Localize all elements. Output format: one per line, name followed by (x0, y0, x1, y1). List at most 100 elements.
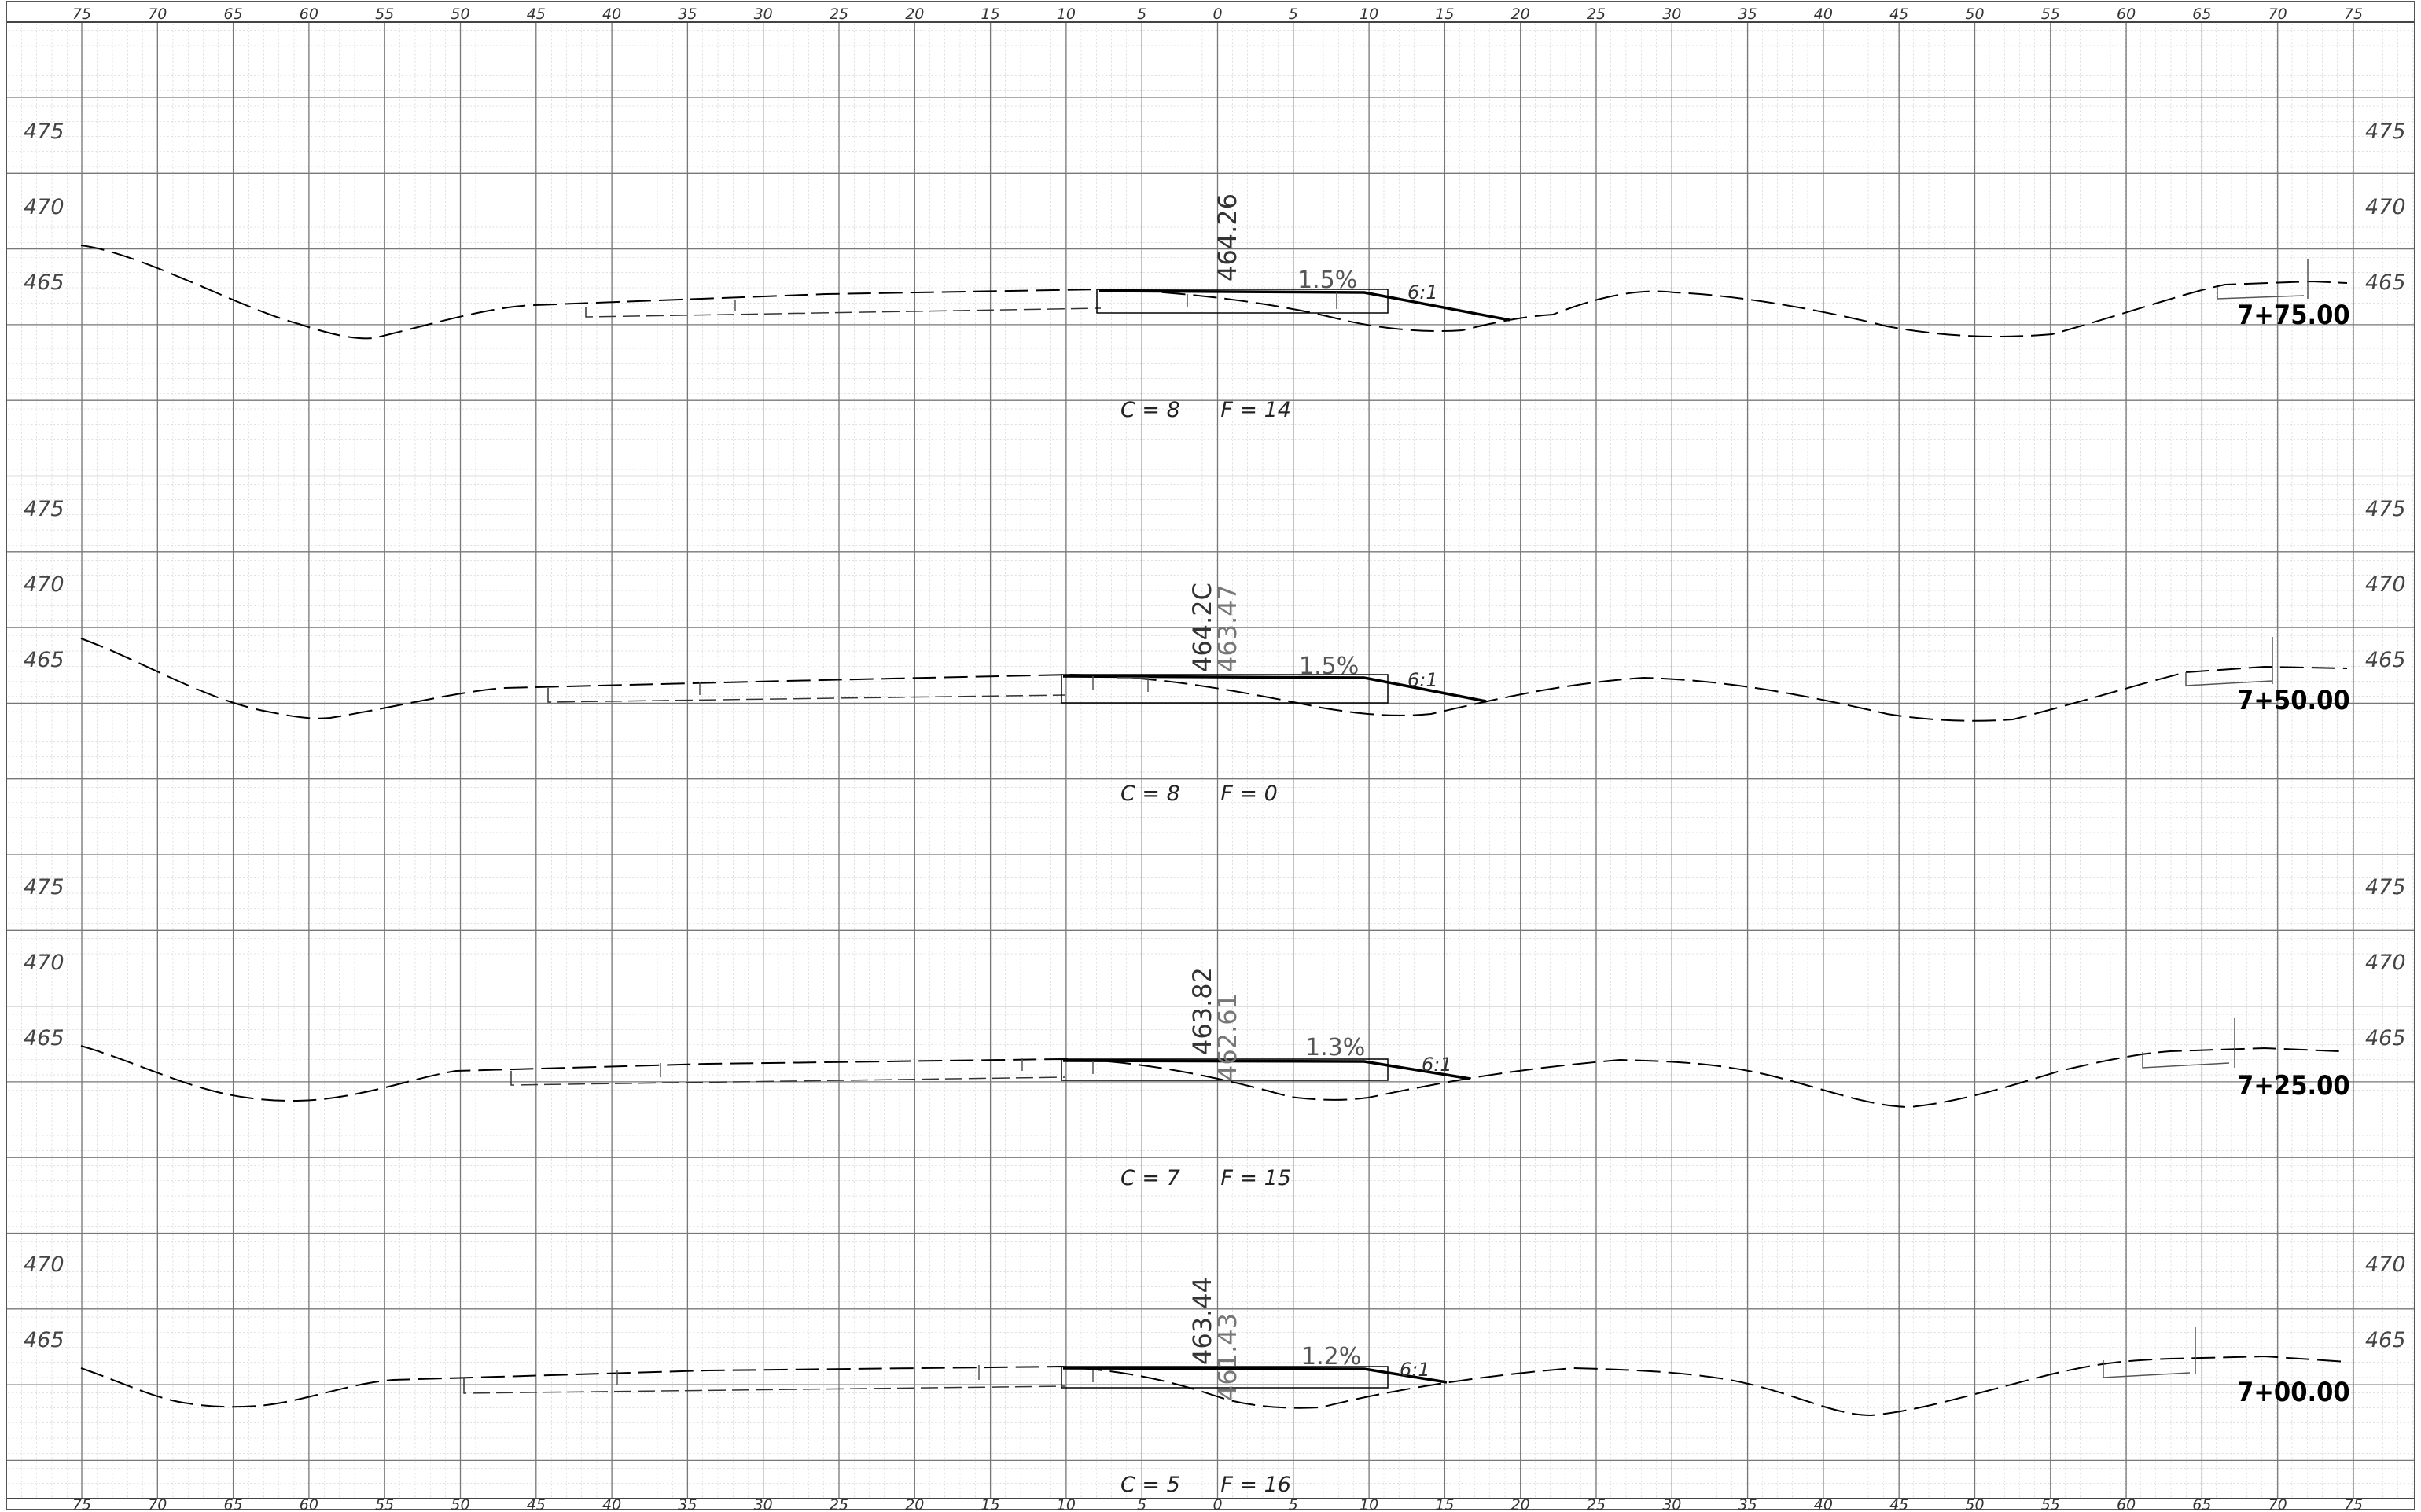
elev-label-left: 475 (24, 875, 64, 899)
offset-tick-label: 25 (1587, 6, 1606, 23)
sheet-border (6, 1, 2415, 1510)
cross-slope-text: 1.3% (1305, 1034, 1365, 1061)
elev-label-right: 475 (2365, 497, 2406, 521)
offset-tick-label: 65 (224, 1496, 243, 1512)
small-curb-marks (660, 1018, 2235, 1077)
pavement-section (1061, 674, 1389, 704)
offset-tick-label: 75 (2344, 6, 2363, 23)
offset-tick-label: 70 (148, 1496, 167, 1512)
elev-label-right: 470 (2365, 572, 2406, 597)
offset-tick-label: 50 (451, 1496, 469, 1512)
profile-elevation-text: 464.26 (1212, 193, 1242, 281)
station-label: 7+00.00 (2237, 1377, 2350, 1408)
bottom-offset-axis: 75 70 65 60 55 50 45 40 35 30 25 20 15 10 5 0 5 10 15 20 25 3… (72, 1496, 2363, 1512)
offset-tick-label: 30 (1662, 6, 1681, 23)
profile-elevation-text: 464.2C (1187, 583, 1217, 672)
cut-fill-label: C = 8 F = 14 (1120, 398, 1291, 422)
small-curb-marks (734, 259, 2309, 311)
pavement-top-line (1062, 675, 1487, 703)
offset-tick-label: 65 (2192, 1496, 2211, 1512)
elev-label-right: 470 (2365, 951, 2406, 975)
offset-tick-label: 55 (2041, 1496, 2060, 1512)
offset-tick-label: 5 (1137, 6, 1146, 23)
profile-elevation-text: 463.44 (1187, 1277, 1217, 1365)
small-curb-marks (616, 1327, 2196, 1385)
elev-label-left: 470 (24, 1253, 64, 1277)
offset-tick-label: 60 (300, 6, 318, 23)
offset-tick-label: 40 (1814, 1496, 1833, 1512)
offset-tick-label: 40 (1814, 6, 1833, 23)
elev-label-left: 465 (24, 1026, 64, 1050)
offset-tick-label: 70 (148, 6, 167, 23)
cross-slope-text: 1.2% (1301, 1343, 1361, 1370)
offset-tick-label: 75 (72, 6, 91, 23)
pavement-section (1096, 289, 1389, 314)
offset-tick-label: 35 (678, 6, 697, 23)
offset-tick-label: 25 (1587, 1496, 1606, 1512)
offset-tick-label: 0 (1212, 1496, 1222, 1512)
elev-label-left: 470 (24, 951, 64, 975)
elev-label-right: 465 (2365, 1328, 2406, 1352)
offset-tick-label: 45 (1889, 1496, 1908, 1512)
offset-tick-label: 5 (1289, 6, 1298, 23)
offset-tick-label: 35 (1738, 1496, 1757, 1512)
offset-tick-label: 40 (602, 6, 621, 23)
offset-tick-label: 65 (2192, 6, 2211, 23)
offset-tick-label: 20 (1511, 6, 1530, 23)
proposed-subgrade-line (463, 1378, 1066, 1394)
cut-fill-label: C = 7 F = 15 (1120, 1166, 1291, 1190)
offset-tick-label: 35 (1738, 6, 1757, 23)
offset-tick-label: 30 (754, 1496, 773, 1512)
offset-tick-label: 5 (1289, 1496, 1298, 1512)
cross-slope-text: 1.5% (1299, 653, 1359, 680)
section-7-75: 475 470 465 475 470 465 464.26 1.5% 6:1 … (24, 120, 2406, 422)
pavement-top-line (1098, 289, 1510, 322)
offset-tick-label: 60 (300, 1496, 318, 1512)
existing-ground-line (80, 1045, 2340, 1109)
small-curb-marks (699, 637, 2273, 695)
offset-tick-label: 45 (527, 1496, 546, 1512)
offset-tick-label: 10 (1057, 6, 1076, 23)
elev-label-right: 475 (2365, 875, 2406, 899)
offset-tick-label: 65 (224, 6, 243, 23)
existing-ground-line (80, 638, 2348, 722)
pavement-section (1061, 1366, 1389, 1389)
proposed-subgrade-line (585, 307, 1102, 318)
elev-label-left: 475 (24, 120, 64, 144)
station-label: 7+75.00 (2237, 300, 2350, 331)
cross-slope-text: 1.5% (1297, 267, 1357, 294)
elev-label-right: 470 (2365, 195, 2406, 219)
existing-elevation-text: 463.47 (1212, 584, 1242, 672)
offset-tick-label: 30 (754, 6, 773, 23)
offset-tick-label: 30 (1662, 1496, 1681, 1512)
top-offset-axis: 75 70 65 60 55 50 45 40 35 30 25 20 15 10 5 0 5 10 15 20 25 3… (72, 6, 2363, 23)
offset-tick-label: 70 (2268, 6, 2287, 23)
offset-tick-label: 55 (375, 1496, 394, 1512)
cut-fill-label: C = 8 F = 0 (1120, 782, 1278, 806)
elev-label-right: 465 (2365, 270, 2406, 295)
offset-tick-label: 15 (981, 6, 1000, 23)
offset-tick-label: 20 (905, 6, 924, 23)
offset-tick-label: 50 (1965, 6, 1984, 23)
station-label: 7+25.00 (2237, 1070, 2350, 1102)
existing-ground-line (80, 1355, 2348, 1417)
offset-tick-label: 5 (1137, 1496, 1146, 1512)
offset-tick-label: 10 (1360, 6, 1378, 23)
offset-tick-label: 55 (375, 6, 394, 23)
offset-tick-label: 25 (830, 1496, 848, 1512)
section-7-50: 475 470 465 475 470 465 464.2C 463.47 1.… (24, 497, 2406, 806)
elev-label-left: 465 (24, 1328, 64, 1352)
elev-label-right: 465 (2365, 1026, 2406, 1050)
offset-tick-label: 60 (2117, 1496, 2136, 1512)
offset-tick-label: 0 (1212, 6, 1222, 23)
elev-label-right: 475 (2365, 120, 2406, 144)
section-7-00: 470 465 470 465 463.44 461.43 1.2% 6:1 7… (24, 1253, 2406, 1497)
proposed-subgrade-line (510, 1071, 1066, 1086)
elev-label-left: 465 (24, 648, 64, 672)
offset-tick-label: 35 (678, 1496, 697, 1512)
offset-tick-label: 60 (2117, 6, 2136, 23)
elev-label-right: 470 (2365, 1253, 2406, 1277)
profile-elevation-text: 463.82 (1187, 967, 1217, 1055)
offset-tick-label: 15 (1435, 6, 1454, 23)
